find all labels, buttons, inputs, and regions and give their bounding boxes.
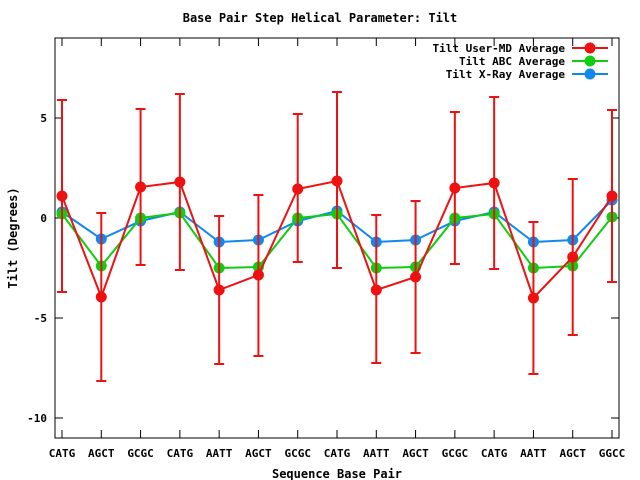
y-tick-label: -5: [34, 312, 47, 325]
x-tick-label: AATT: [363, 447, 390, 460]
data-point: [292, 183, 304, 195]
x-tick-label: AATT: [206, 447, 233, 460]
x-tick-label: AGCT: [559, 447, 586, 460]
data-point: [56, 190, 68, 202]
data-point: [410, 271, 422, 283]
x-axis-label: Sequence Base Pair: [272, 467, 402, 480]
x-tick-label: CATG: [481, 447, 508, 460]
y-axis-label: Tilt (Degrees): [6, 187, 20, 288]
x-tick-label: CATG: [167, 447, 194, 460]
data-point: [527, 292, 539, 304]
x-tick-label: AGCT: [88, 447, 115, 460]
x-tick-label: CATG: [49, 447, 76, 460]
legend-marker: [584, 68, 596, 80]
data-point: [252, 269, 264, 281]
series-0: [56, 91, 618, 382]
y-tick-label: 5: [40, 112, 47, 125]
data-point: [449, 182, 461, 194]
chart-title: Base Pair Step Helical Parameter: Tilt: [183, 11, 458, 25]
data-point: [488, 177, 500, 189]
data-point: [95, 291, 107, 303]
x-tick-label: GCGC: [284, 447, 311, 460]
data-point: [331, 175, 343, 187]
data-point: [370, 284, 382, 296]
data-point: [174, 176, 186, 188]
x-tick-label: AGCT: [402, 447, 429, 460]
data-point: [567, 251, 579, 263]
x-tick-label: GCGC: [442, 447, 469, 460]
ticks-layer: -10 -5 0 5 CATG AGCT GCGC CATG AATT AGCT GCGC CATG A…: [27, 38, 625, 460]
x-tick-label: AATT: [520, 447, 547, 460]
y-tick-label: 0: [40, 212, 47, 225]
x-tick-label: GCGC: [127, 447, 154, 460]
legend-label: Tilt X-Ray Average: [446, 68, 566, 81]
data-point: [135, 181, 147, 193]
x-tick-label: CATG: [324, 447, 351, 460]
series-layer: [56, 91, 618, 382]
x-tick-label: GGCC: [599, 447, 626, 460]
legend-label: Tilt ABC Average: [459, 55, 565, 68]
data-point: [213, 284, 225, 296]
x-tick-label: AGCT: [245, 447, 272, 460]
legend-marker: [584, 42, 596, 54]
y-tick-label: -10: [27, 412, 47, 425]
legend-marker: [584, 55, 596, 67]
data-point: [606, 190, 618, 202]
legend-label: Tilt User-MD Average: [433, 42, 566, 55]
